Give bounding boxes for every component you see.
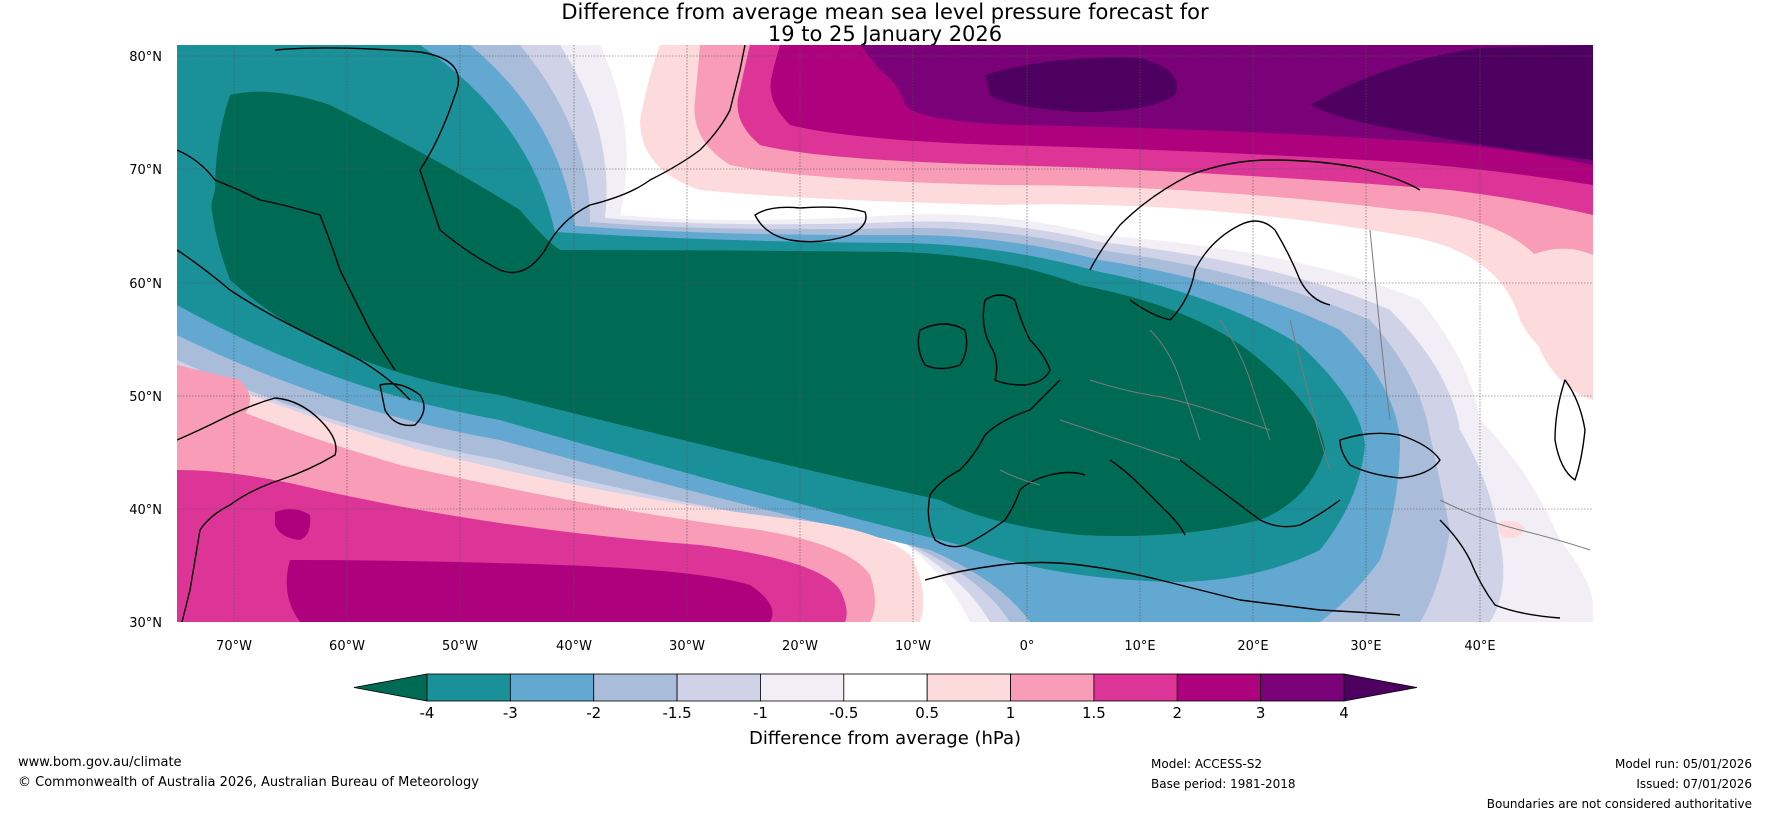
lon-label: 0° <box>1020 639 1035 654</box>
coastlines <box>177 45 1586 622</box>
colorbar-extend-high <box>1343 673 1418 702</box>
coast-norway <box>1089 159 1421 271</box>
coast-us-east <box>177 397 337 622</box>
lat-label: 70°N <box>129 163 162 178</box>
country-borders <box>999 229 1591 551</box>
coast-black-sea <box>1339 432 1441 479</box>
neg-band-m4 <box>210 91 1325 537</box>
pos-arctic-4-east <box>1310 45 1593 160</box>
lon-label: 10°E <box>1124 639 1155 654</box>
colorbar-segment <box>760 673 845 702</box>
lon-label: 60°W <box>329 639 365 654</box>
lon-label: 30°E <box>1350 639 1381 654</box>
colorbar-segment <box>1260 673 1345 702</box>
colorbar-segment <box>926 673 1011 702</box>
lon-label: 40°W <box>556 639 592 654</box>
colorbar-tick-label: -3 <box>503 704 518 722</box>
colorbar-segment <box>593 673 678 702</box>
lon-label: 10°W <box>895 639 931 654</box>
colorbar-tick-labels: -4 -3 -2 -1.5 -1 -0.5 0.5 1 1.5 2 3 4 <box>420 704 1349 722</box>
lon-tick-labels: 70°W 60°W 50°W 40°W 30°W 20°W 10°W 0° 10… <box>216 639 1496 654</box>
lat-label: 50°N <box>129 390 162 405</box>
coast-greenland-west <box>177 149 396 371</box>
neg-band-m4-greenland-west <box>177 95 230 280</box>
lat-label: 40°N <box>129 503 162 518</box>
lat-label: 80°N <box>129 50 162 65</box>
colorbar-label: Difference from average (hPa) <box>748 728 1022 749</box>
footer-copyright: © Commonwealth of Australia 2026, Austra… <box>18 775 479 790</box>
coast-iberia-med <box>964 471 1086 546</box>
colorbar-tick-label: 4 <box>1339 704 1349 722</box>
colorbar-tick-label: 1.5 <box>1082 704 1106 722</box>
colorbar-tick-label: 3 <box>1256 704 1266 722</box>
footer-website: www.bom.gov.au/climate <box>18 755 182 770</box>
colorbar-tick-label: 0.5 <box>915 704 939 722</box>
colorbar-segment <box>843 673 928 702</box>
graticule <box>177 45 1593 622</box>
coast-labrador <box>177 249 411 401</box>
anomaly-field <box>177 45 1593 622</box>
coast-europe-atlantic <box>927 379 1061 548</box>
colorbar <box>353 673 1418 702</box>
footer-base-period: Base period: 1981-2018 <box>1151 777 1296 791</box>
colorbar-segment <box>426 673 511 702</box>
colorbar-segment <box>1010 673 1095 702</box>
coast-newfoundland <box>379 383 425 427</box>
colorbar-segment <box>509 673 595 702</box>
colorbar-tick-label: 1 <box>1006 704 1016 722</box>
lon-label: 50°W <box>442 639 478 654</box>
pos-south-2 <box>286 560 773 622</box>
lon-label: 30°W <box>669 639 705 654</box>
footer-issued: Issued: 07/01/2026 <box>1636 777 1752 791</box>
colorbar-segment <box>1093 673 1178 702</box>
coast-middle-east <box>1439 519 1561 619</box>
lat-tick-labels: 80°N 70°N 60°N 50°N 40°N 30°N <box>129 50 162 631</box>
colorbar-tick-label: 2 <box>1172 704 1182 722</box>
coast-caspian <box>1554 379 1586 481</box>
coast-greenland <box>274 45 746 274</box>
footer-boundaries-note: Boundaries are not considered authoritat… <box>1486 797 1752 811</box>
pos-arctic-4-west <box>985 57 1177 112</box>
colorbar-tick-label: -1.5 <box>662 704 691 722</box>
coast-iceland <box>754 206 867 243</box>
pos-east-right-0-5 <box>1520 248 1593 400</box>
pos-south-1-5-upper-left <box>177 365 250 440</box>
lon-label: 40°E <box>1464 639 1495 654</box>
lon-label: 20°W <box>782 639 818 654</box>
lat-label: 30°N <box>129 616 162 631</box>
colorbar-segment <box>676 673 761 702</box>
footer-model-run: Model run: 05/01/2026 <box>1614 757 1752 771</box>
coast-italy <box>1109 459 1186 536</box>
colorbar-tick-label: -2 <box>586 704 601 722</box>
lon-label: 20°E <box>1237 639 1268 654</box>
coast-sweden-finland <box>1129 220 1331 321</box>
colorbar-tick-label: -1 <box>753 704 768 722</box>
footer-model: Model: ACCESS-S2 <box>1151 757 1263 771</box>
colorbar-tick-label: -0.5 <box>829 704 858 722</box>
colorbar-extend-low <box>353 673 428 702</box>
coast-balkans <box>1179 459 1341 528</box>
colorbar-segment <box>1176 673 1262 702</box>
chart-title-line-2: 19 to 25 January 2026 <box>767 22 1003 46</box>
pos-south-2-spot <box>275 509 311 540</box>
coast-north-africa <box>924 561 1401 616</box>
lon-label: 70°W <box>216 639 252 654</box>
chart-title-line-1: Difference from average mean sea level p… <box>561 0 1209 24</box>
lat-label: 60°N <box>129 277 162 292</box>
colorbar-tick-label: -4 <box>420 704 435 722</box>
pos-eastmed-0-5 <box>1498 520 1525 539</box>
coast-ireland <box>917 323 968 370</box>
coast-great-britain <box>982 294 1051 386</box>
